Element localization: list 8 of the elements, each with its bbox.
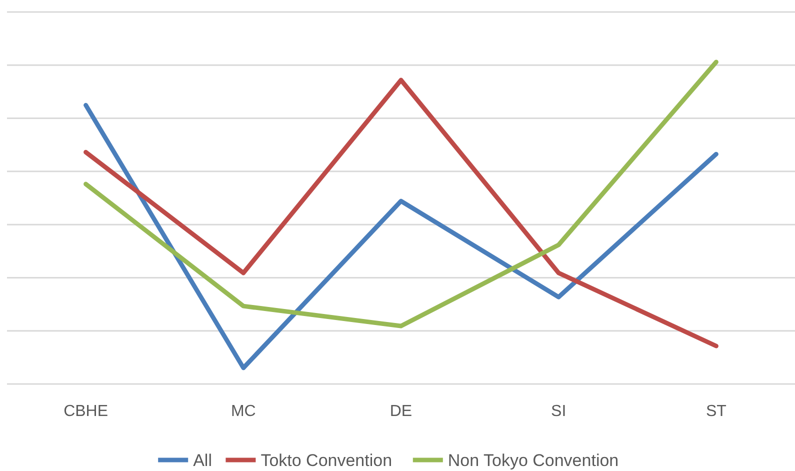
x-tick-label: MC (230, 403, 256, 420)
x-tick-label: ST (706, 403, 727, 420)
legend-label: All (193, 451, 212, 470)
x-tick-label: CBHE (64, 403, 108, 420)
x-tick-label: SI (551, 403, 566, 420)
legend-label: Non Tokyo Convention (448, 451, 619, 470)
x-tick-label: DE (390, 403, 412, 420)
legend-label: Tokto Convention (260, 451, 392, 470)
